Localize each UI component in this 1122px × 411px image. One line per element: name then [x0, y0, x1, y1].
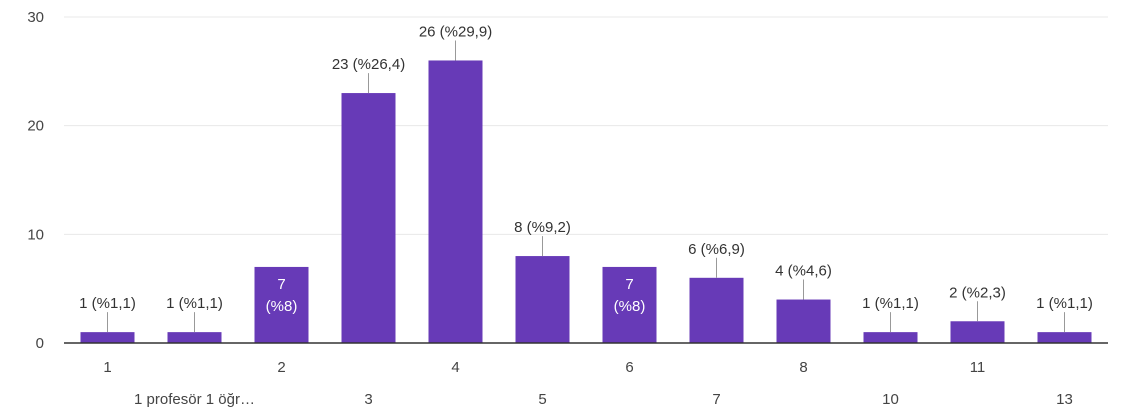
data-label: 1 (%1,1): [862, 295, 919, 312]
x-tick-label: 8: [799, 359, 807, 376]
x-tick-label: 4: [451, 359, 459, 376]
bar[interactable]: [1037, 332, 1092, 343]
data-label: 1 (%1,1): [166, 295, 223, 312]
data-label: 23 (%26,4): [332, 56, 405, 73]
x-tick-label: 13: [1056, 391, 1073, 408]
x-tick-label: 6: [625, 359, 633, 376]
x-tick-label: 1: [103, 359, 111, 376]
x-tick-label: 10: [882, 391, 899, 408]
data-label: 1 (%1,1): [1036, 295, 1093, 312]
bar[interactable]: [689, 277, 744, 343]
bar[interactable]: [428, 60, 483, 343]
y-tick-label: 0: [36, 335, 44, 352]
data-label: 4 (%4,6): [775, 263, 832, 280]
data-label: 7: [277, 276, 285, 293]
bar[interactable]: [254, 266, 309, 343]
bar[interactable]: [515, 256, 570, 343]
bar[interactable]: [602, 266, 657, 343]
bar[interactable]: [341, 93, 396, 343]
data-label: (%8): [266, 298, 298, 315]
data-label: (%8): [614, 298, 646, 315]
bar[interactable]: [950, 321, 1005, 343]
x-tick-label: 11: [970, 359, 986, 376]
x-tick-label: 3: [364, 391, 372, 408]
data-label: 8 (%9,2): [514, 219, 571, 236]
x-tick-label: 5: [538, 391, 546, 408]
x-tick-label: 1 profesör 1 öğr…: [134, 391, 255, 408]
data-label: 7: [625, 276, 633, 293]
bar[interactable]: [776, 299, 831, 343]
bar[interactable]: [80, 332, 135, 343]
bar[interactable]: [863, 332, 918, 343]
y-tick-label: 10: [27, 226, 44, 243]
data-label: 1 (%1,1): [79, 295, 136, 312]
data-label: 6 (%6,9): [688, 241, 745, 258]
y-tick-label: 30: [27, 9, 44, 26]
y-tick-label: 20: [27, 118, 44, 135]
data-label: 26 (%29,9): [419, 23, 492, 40]
x-tick-label: 7: [712, 391, 720, 408]
bar[interactable]: [167, 332, 222, 343]
data-label: 2 (%2,3): [949, 284, 1006, 301]
x-tick-label: 2: [277, 359, 285, 376]
